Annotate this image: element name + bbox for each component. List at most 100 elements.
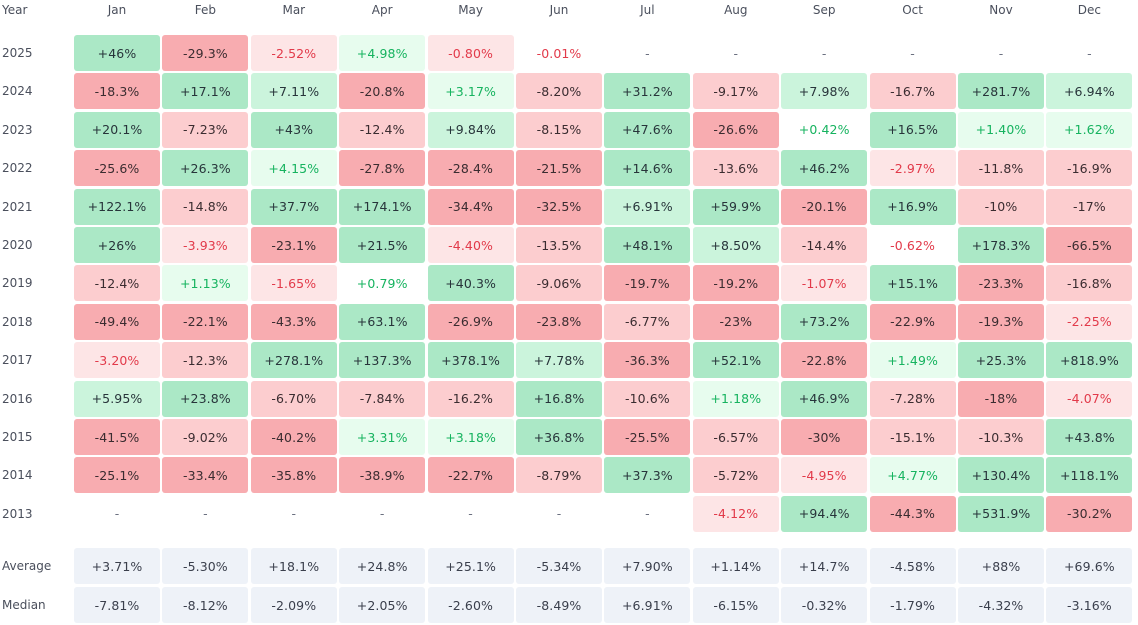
return-cell-2019-jan: -12.4% (74, 265, 160, 302)
month-header-apr: Apr (371, 3, 393, 17)
return-cell-2019-dec: -16.8% (1046, 265, 1133, 302)
return-cell-2017-sep: -22.8% (781, 342, 868, 379)
return-cell-2014-sep: -4.95% (781, 457, 868, 494)
return-cell-2025-sep: - (821, 45, 827, 61)
return-cell-2015-dec: +43.8% (1046, 419, 1133, 455)
return-cell-2022-aug: -13.6% (692, 150, 779, 187)
return-cell-2024-nov: +281.7% (958, 73, 1044, 110)
return-cell-2023-mar: +43% (250, 111, 337, 148)
average-cell-jun: -5.34% (516, 548, 602, 584)
return-cell-2015-jul: -25.5% (604, 419, 691, 455)
return-cell-2014-apr: -38.9% (339, 457, 426, 494)
return-cell-2024-mar: +7.11% (250, 73, 337, 110)
return-cell-2016-jun: +16.8% (516, 380, 602, 417)
return-cell-2015-jan: -41.5% (74, 419, 160, 455)
return-cell-2017-oct: +1.49% (869, 342, 956, 379)
average-cell-aug: +1.14% (692, 548, 779, 584)
return-cell-2017-may: +378.1% (427, 342, 514, 379)
return-cell-2023-apr: -12.4% (339, 111, 426, 148)
median-cell-jul: +6.91% (604, 587, 691, 623)
return-cell-2022-sep: +46.2% (781, 150, 868, 187)
return-cell-2024-feb: +17.1% (162, 73, 249, 110)
year-label-2019: 2019 (2, 276, 33, 291)
return-cell-2021-feb: -14.8% (162, 188, 249, 225)
return-cell-2021-oct: +16.9% (869, 188, 956, 225)
month-header-dec: Dec (1077, 3, 1101, 17)
return-cell-2016-sep: +46.9% (781, 380, 868, 417)
return-cell-2017-aug: +52.1% (692, 342, 779, 379)
return-cell-2013-sep: +94.4% (781, 495, 868, 532)
return-cell-2021-sep: -20.1% (781, 188, 868, 225)
return-cell-2021-jan: +122.1% (74, 188, 160, 225)
return-cell-2017-feb: -12.3% (162, 342, 249, 379)
return-cell-2018-jun: -23.8% (516, 303, 602, 340)
return-cell-2021-dec: -17% (1046, 188, 1133, 225)
return-cell-2021-mar: +37.7% (250, 188, 337, 225)
return-cell-2017-mar: +278.1% (250, 342, 337, 379)
return-cell-2018-dec: -2.25% (1046, 303, 1133, 340)
average-cell-may: +25.1% (427, 548, 514, 584)
return-cell-2020-apr: +21.5% (339, 227, 426, 263)
return-cell-2023-feb: -7.23% (162, 111, 249, 148)
return-cell-2019-mar: -1.65% (250, 265, 337, 302)
return-cell-2024-may: +3.17% (427, 73, 514, 110)
return-cell-2021-jul: +6.91% (604, 188, 691, 225)
month-header-jun: Jun (549, 3, 569, 17)
return-cell-2017-dec: +818.9% (1046, 342, 1133, 379)
return-cell-2025-oct: - (910, 45, 915, 61)
average-cell-dec: +69.6% (1046, 548, 1133, 584)
year-label-2014: 2014 (2, 468, 33, 483)
year-label-2016: 2016 (2, 391, 33, 406)
year-column-header: Year (2, 3, 28, 17)
year-label-2025: 2025 (2, 46, 33, 60)
return-cell-2015-sep: -30% (781, 419, 868, 455)
return-cell-2019-feb: +1.13% (162, 265, 249, 302)
return-cell-2025-aug: - (733, 45, 739, 61)
return-cell-2020-mar: -23.1% (250, 227, 337, 263)
return-cell-2016-jan: +5.95% (74, 380, 160, 417)
return-cell-2022-may: -28.4% (427, 150, 514, 187)
return-cell-2022-dec: -16.9% (1046, 150, 1133, 187)
return-cell-2023-jul: +47.6% (604, 111, 691, 148)
return-cell-2013-jul: - (645, 506, 650, 522)
return-cell-2013-jun: - (556, 506, 562, 522)
return-cell-2024-jul: +31.2% (604, 73, 691, 110)
median-cell-jun: -8.49% (516, 587, 602, 623)
return-cell-2019-aug: -19.2% (692, 265, 779, 302)
return-cell-2020-may: -4.40% (427, 227, 514, 263)
return-cell-2024-oct: -16.7% (869, 73, 956, 110)
return-cell-2019-nov: -23.3% (958, 265, 1044, 302)
return-cell-2025-jan: +46% (74, 35, 160, 71)
return-cell-2017-apr: +137.3% (339, 342, 426, 379)
average-cell-jan: +3.71% (74, 548, 160, 584)
year-label-2024: 2024 (2, 84, 33, 99)
year-label-2018: 2018 (2, 314, 33, 329)
return-cell-2013-jan: - (114, 506, 120, 522)
return-cell-2025-jul: - (645, 45, 650, 61)
return-cell-2018-nov: -19.3% (958, 303, 1044, 340)
median-cell-may: -2.60% (427, 587, 514, 623)
return-cell-2019-jul: -19.7% (604, 265, 691, 302)
return-cell-2020-jan: +26% (74, 227, 160, 263)
return-cell-2015-aug: -6.57% (692, 419, 779, 455)
return-cell-2014-jun: -8.79% (516, 457, 602, 494)
return-cell-2022-oct: -2.97% (869, 150, 956, 187)
month-header-oct: Oct (902, 3, 923, 17)
return-cell-2025-dec: - (1087, 45, 1092, 61)
return-cell-2020-nov: +178.3% (958, 227, 1044, 263)
median-cell-feb: -8.12% (162, 587, 249, 623)
return-cell-2014-dec: +118.1% (1046, 457, 1133, 494)
return-cell-2017-jan: -3.20% (74, 342, 160, 379)
return-cell-2016-oct: -7.28% (869, 380, 956, 417)
average-cell-nov: +88% (958, 548, 1044, 584)
return-cell-2014-aug: -5.72% (692, 457, 779, 494)
return-cell-2015-jun: +36.8% (516, 419, 602, 455)
return-cell-2022-mar: +4.15% (250, 150, 337, 187)
return-cell-2016-may: -16.2% (427, 380, 514, 417)
return-cell-2018-aug: -23% (692, 303, 779, 340)
return-cell-2015-oct: -15.1% (869, 419, 956, 455)
month-header-mar: Mar (282, 3, 306, 17)
return-cell-2025-mar: -2.52% (250, 35, 337, 71)
return-cell-2013-apr: - (379, 506, 385, 522)
return-cell-2024-apr: -20.8% (339, 73, 426, 110)
